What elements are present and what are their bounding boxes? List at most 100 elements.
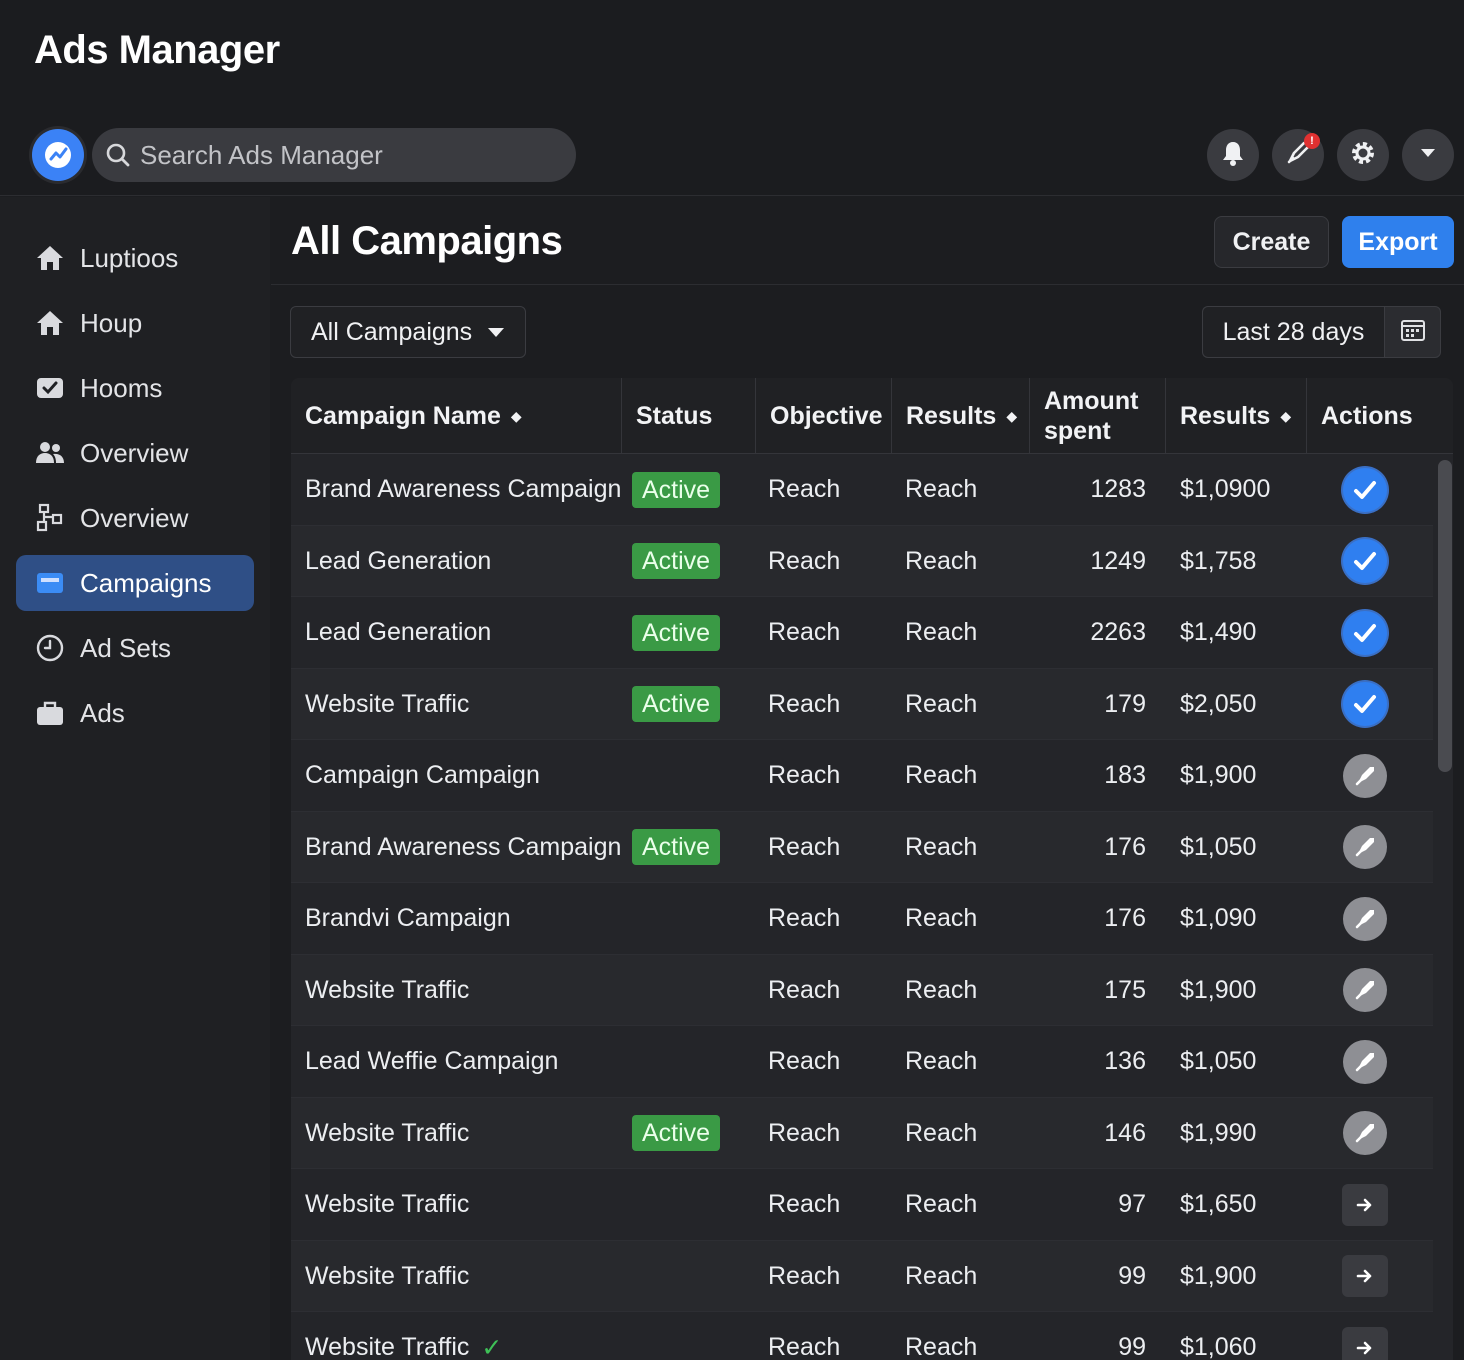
campaign-filter-dropdown[interactable]: All Campaigns bbox=[290, 306, 526, 358]
sidebar: Luptioos Houp Hooms Overview Overview Ca… bbox=[0, 197, 270, 1360]
campaign-name[interactable]: Brand Awareness Campaign bbox=[305, 475, 622, 503]
campaign-name[interactable]: Website Traffic bbox=[305, 975, 470, 1004]
table-header: Campaign Name ◆ Status Objective Results ◆… bbox=[291, 378, 1453, 454]
campaign-name-cell[interactable]: Lead Generation bbox=[305, 597, 491, 668]
account-menu-button[interactable] bbox=[1402, 129, 1454, 181]
campaign-name[interactable]: Brand Awareness Campaign bbox=[305, 832, 622, 861]
approve-action-button[interactable] bbox=[1343, 610, 1387, 655]
campaign-name[interactable]: Website Traffic bbox=[305, 689, 470, 718]
sidebar-item-ads[interactable]: Ads bbox=[16, 685, 254, 741]
column-header-amount-spent[interactable]: Amount spent bbox=[1030, 378, 1166, 454]
campaign-name-cell[interactable]: Brand Awareness Campaign bbox=[305, 812, 621, 883]
arrow-right-icon bbox=[1356, 1269, 1372, 1283]
campaign-name-cell[interactable]: Website Traffic bbox=[305, 669, 469, 740]
status-cell: Active bbox=[632, 812, 721, 883]
alerts-button[interactable]: ! bbox=[1272, 129, 1324, 181]
campaign-name[interactable]: Website Traffic bbox=[305, 1333, 470, 1360]
campaign-name[interactable]: Campaign Campaign bbox=[305, 761, 540, 789]
column-header-campaign-name[interactable]: Campaign Name ◆ bbox=[291, 378, 622, 454]
objective-cell: Reach bbox=[768, 618, 841, 646]
sidebar-item-campaigns[interactable]: Campaigns bbox=[16, 555, 254, 611]
spent-cell: $1,050 bbox=[1180, 832, 1257, 861]
campaign-name-cell[interactable]: Lead Weffie Campaign bbox=[305, 1026, 558, 1097]
campaign-name[interactable]: Website Traffic bbox=[305, 1190, 470, 1218]
table-row[interactable]: Lead Generation Active Reach Reach 1249 $1,75… bbox=[291, 525, 1433, 597]
sidebar-item-label: Ad Sets bbox=[80, 632, 172, 663]
campaign-name-cell[interactable]: Website Traffic bbox=[305, 1098, 469, 1169]
table-row[interactable]: Lead Generation Active Reach Reach 2263 $1,49… bbox=[291, 597, 1433, 669]
table-row[interactable]: Website Traffic Active Reach Reach 146 $1,990 bbox=[291, 1097, 1433, 1169]
results-cell: Reach bbox=[905, 1261, 978, 1290]
table-row[interactable]: Website Traffic Active Reach Reach 179 $2,050 bbox=[291, 668, 1433, 740]
table-row[interactable]: Brand Awareness Campaign Active Reach Reach… bbox=[291, 811, 1433, 883]
status-badge: Active bbox=[632, 614, 721, 651]
calendar-button[interactable] bbox=[1384, 306, 1441, 358]
boost-action-button[interactable] bbox=[1343, 1039, 1387, 1084]
search-input[interactable] bbox=[140, 139, 560, 171]
campaign-name-cell[interactable]: Website Traffic bbox=[305, 1241, 469, 1312]
boost-action-button[interactable] bbox=[1343, 825, 1387, 869]
results-cell: Reach bbox=[905, 761, 978, 789]
table-row[interactable]: Website Traffic Reach Reach 175 $1,900 bbox=[291, 954, 1433, 1026]
create-button[interactable]: Create bbox=[1214, 216, 1329, 268]
campaign-name[interactable]: Lead Generation bbox=[305, 546, 492, 575]
table-row[interactable]: Brand Awareness Campaign Active Reach Reach… bbox=[291, 454, 1433, 526]
page-title: All Campaigns bbox=[291, 219, 563, 263]
boost-action-button[interactable] bbox=[1343, 753, 1387, 798]
column-header-objective[interactable]: Objective bbox=[756, 378, 892, 454]
approve-action-button[interactable] bbox=[1343, 467, 1387, 512]
campaign-name-cell[interactable]: Website Traffic bbox=[305, 1169, 469, 1240]
ads-manager-logo-icon[interactable] bbox=[32, 129, 84, 181]
search-bar[interactable] bbox=[92, 128, 576, 182]
campaign-name[interactable]: Website Traffic bbox=[305, 1118, 470, 1147]
open-action-button[interactable] bbox=[1342, 1326, 1388, 1360]
sidebar-item-overview[interactable]: Overview bbox=[16, 425, 254, 481]
table-row[interactable]: Brandvi Campaign Reach Reach 176 $1,090 bbox=[291, 883, 1433, 955]
home-icon bbox=[34, 307, 66, 339]
table-row[interactable]: Website Traffic ✓ Reach Reach 99 $1,060 bbox=[291, 1312, 1433, 1360]
campaign-name[interactable]: Lead Generation bbox=[305, 618, 492, 646]
actions-cell bbox=[1339, 955, 1391, 1026]
campaign-name-cell[interactable]: Website Traffic bbox=[305, 955, 469, 1026]
campaign-name[interactable]: Website Traffic bbox=[305, 1261, 470, 1290]
campaign-name-cell[interactable]: Campaign Campaign bbox=[305, 740, 540, 811]
actions-cell bbox=[1339, 1169, 1391, 1240]
campaign-name[interactable]: Brandvi Campaign bbox=[305, 904, 511, 932]
boost-action-button[interactable] bbox=[1343, 896, 1387, 941]
boost-action-button[interactable] bbox=[1343, 968, 1387, 1012]
table-row[interactable]: Website Traffic Reach Reach 99 $1,900 bbox=[291, 1240, 1433, 1312]
table-row[interactable]: Lead Weffie Campaign Reach Reach 136 $1,050 bbox=[291, 1026, 1433, 1098]
settings-button[interactable] bbox=[1337, 129, 1389, 181]
table-row[interactable]: Website Traffic Reach Reach 97 $1,650 bbox=[291, 1169, 1433, 1241]
column-header-results[interactable]: Results ◆ bbox=[892, 378, 1030, 454]
sidebar-item-houp[interactable]: Houp bbox=[16, 295, 254, 351]
arrow-right-icon bbox=[1356, 1198, 1372, 1211]
campaign-name-cell[interactable]: Brandvi Campaign bbox=[305, 883, 511, 954]
sidebar-item-ad-sets[interactable]: Ad Sets bbox=[16, 620, 254, 676]
sidebar-item-overview-2[interactable]: Overview bbox=[16, 490, 254, 546]
date-range-selector[interactable]: Last 28 days bbox=[1202, 306, 1384, 358]
objective-cell: Reach bbox=[768, 689, 841, 718]
gear-icon bbox=[1348, 138, 1378, 173]
campaign-name-cell[interactable]: Brand Awareness Campaign bbox=[305, 454, 621, 525]
open-action-button[interactable] bbox=[1342, 1255, 1388, 1297]
campaign-name[interactable]: Lead Weffie Campaign bbox=[305, 1047, 559, 1075]
table-scrollbar[interactable] bbox=[1438, 460, 1452, 772]
boost-action-button[interactable] bbox=[1343, 1111, 1387, 1155]
approve-action-button[interactable] bbox=[1343, 539, 1387, 583]
approve-action-button[interactable] bbox=[1343, 682, 1387, 726]
sidebar-item-hooms[interactable]: Hooms bbox=[16, 360, 254, 416]
table-row[interactable]: Campaign Campaign Reach Reach 183 $1,900 bbox=[291, 740, 1433, 812]
column-header-results-2[interactable]: Results ◆ bbox=[1166, 378, 1307, 454]
sidebar-item-label: Campaigns bbox=[80, 567, 212, 598]
sidebar-item-luptioos[interactable]: Luptioos bbox=[16, 230, 254, 286]
amount-cell: 99 bbox=[1118, 1261, 1146, 1290]
results-cell: Reach bbox=[905, 689, 978, 718]
open-action-button[interactable] bbox=[1342, 1183, 1388, 1226]
campaign-name-cell[interactable]: Lead Generation bbox=[305, 526, 491, 597]
export-button[interactable]: Export bbox=[1342, 216, 1454, 268]
notifications-button[interactable] bbox=[1207, 129, 1259, 181]
column-header-status[interactable]: Status bbox=[622, 378, 756, 454]
campaign-name-cell[interactable]: Website Traffic ✓ bbox=[305, 1312, 502, 1360]
checkmark-icon bbox=[1354, 623, 1376, 642]
